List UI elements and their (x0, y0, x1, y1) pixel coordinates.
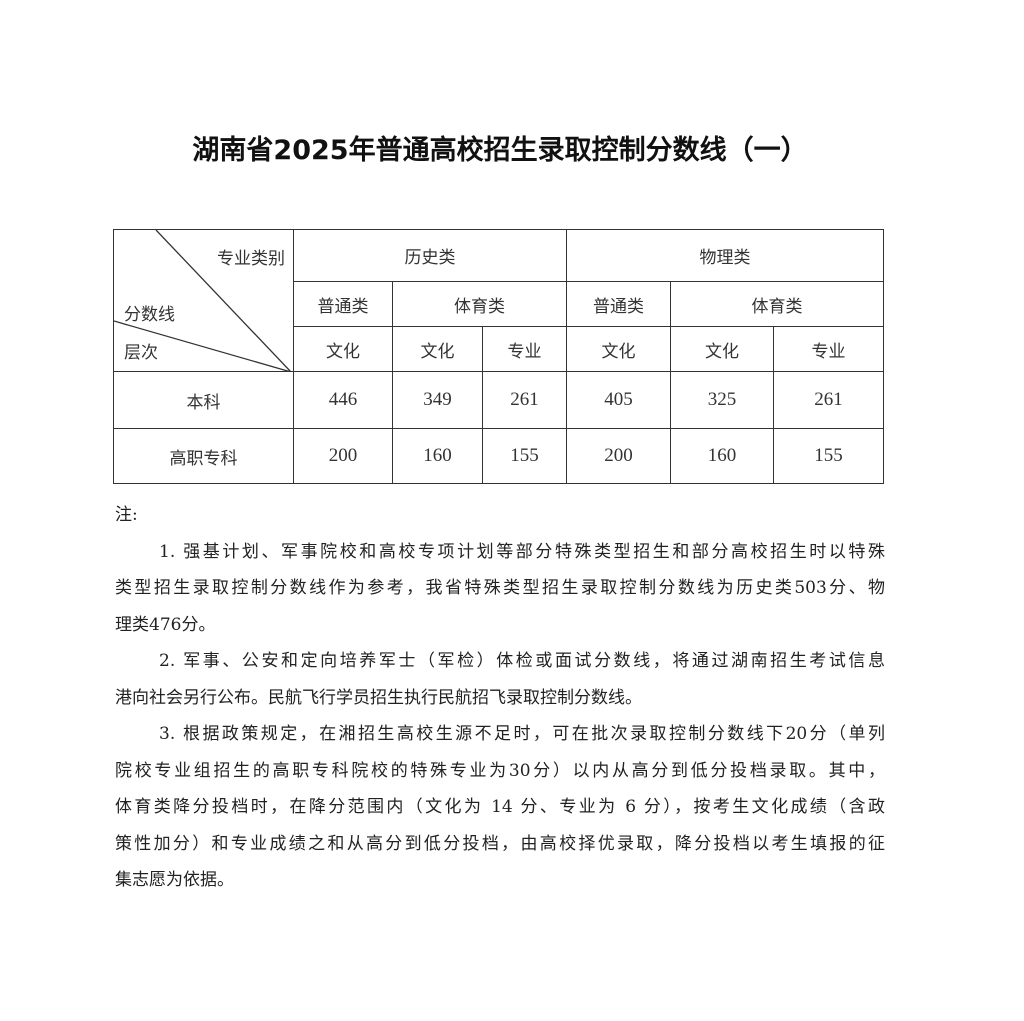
note-line: 集志愿为依据。 (115, 870, 234, 890)
row-label: 本科 (113, 371, 294, 429)
note-line: 类型招生录取控制分数线作为参考，我省特殊类型招生录取控制分数线为历史类503分、… (115, 578, 885, 598)
group-header: 历史类 (293, 229, 567, 282)
score-cell: 200 (566, 428, 671, 484)
score-cell: 405 (566, 371, 671, 429)
group-header: 物理类 (566, 229, 884, 282)
subcol-header: 专业 (773, 326, 884, 372)
score-cell: 446 (293, 371, 393, 429)
score-cell: 155 (773, 428, 884, 484)
note-line: 院校专业组招生的高职专科院校的特殊专业为30分）以内从高分到低分投档录取。其中， (115, 760, 885, 781)
score-cell: 200 (293, 428, 393, 484)
note-paragraph: 2. 军事、公安和定向培养军士（军检）体检或面试分数线，将通过湖南招生考试信息港… (115, 643, 885, 716)
note-paragraph: 1. 强基计划、军事院校和高校专项计划等部分特殊类型招生和部分高校招生时以特殊类… (115, 534, 885, 644)
subgroup-header: 普通类 (566, 281, 671, 327)
row-label: 高职专科 (113, 428, 294, 484)
corner-level-label: 层次 (124, 343, 158, 363)
corner-cell: 专业类别 分数线 层次 (113, 229, 294, 372)
subgroup-header: 体育类 (670, 281, 884, 327)
page-title: 湖南省2025年普通高校招生录取控制分数线（一） (192, 135, 808, 166)
subcol-header: 文化 (392, 326, 483, 372)
note-line: 策性加分）和专业成绩之和从高分到低分投档，由高校择优录取，降分投档以考生填报的征 (115, 833, 885, 854)
score-table: 专业类别 分数线 层次 历史类 物理类 普通类 体育类 普通类 体育类 文化 文… (113, 229, 884, 484)
score-cell: 160 (670, 428, 774, 484)
note-line: 3. 根据政策规定，在湘招生高校生源不足时，可在批次录取控制分数线下20分（单列 (159, 724, 885, 744)
table-row: 高职专科 200 160 155 200 160 155 (113, 428, 884, 484)
subgroup-header: 体育类 (392, 281, 567, 327)
score-cell: 155 (482, 428, 567, 484)
subcol-header: 文化 (670, 326, 774, 372)
diagonal-lines (114, 230, 292, 372)
score-cell: 261 (773, 371, 884, 429)
subcol-header: 文化 (293, 326, 393, 372)
notes: 注: 1. 强基计划、军事院校和高校专项计划等部分特殊类型招生和部分高校招生时以… (115, 497, 885, 899)
note-line: 港向社会另行公布。民航飞行学员招生执行民航招飞录取控制分数线。 (115, 687, 642, 708)
score-cell: 160 (392, 428, 483, 484)
corner-major-label: 专业类别 (217, 249, 285, 269)
subcol-header: 专业 (482, 326, 567, 372)
corner-score-label: 分数线 (124, 305, 175, 325)
note-line: 理类476分。 (115, 614, 216, 635)
note-line: 2. 军事、公安和定向培养军士（军检）体检或面试分数线，将通过湖南招生考试信息 (159, 651, 885, 671)
notes-heading: 注: (115, 505, 138, 525)
note-paragraph: 3. 根据政策规定，在湘招生高校生源不足时，可在批次录取控制分数线下20分（单列… (115, 716, 885, 899)
note-line: 1. 强基计划、军事院校和高校专项计划等部分特殊类型招生和部分高校招生时以特殊 (159, 541, 885, 562)
subcol-header: 文化 (566, 326, 671, 372)
score-cell: 349 (392, 371, 483, 429)
note-line: 体育类降分投档时，在降分范围内（文化为 14 分、专业为 6 分），按考生文化成… (115, 797, 885, 817)
subgroup-header: 普通类 (293, 281, 393, 327)
score-cell: 325 (670, 371, 774, 429)
table-row: 本科 446 349 261 405 325 261 (113, 371, 884, 429)
score-cell: 261 (482, 371, 567, 429)
